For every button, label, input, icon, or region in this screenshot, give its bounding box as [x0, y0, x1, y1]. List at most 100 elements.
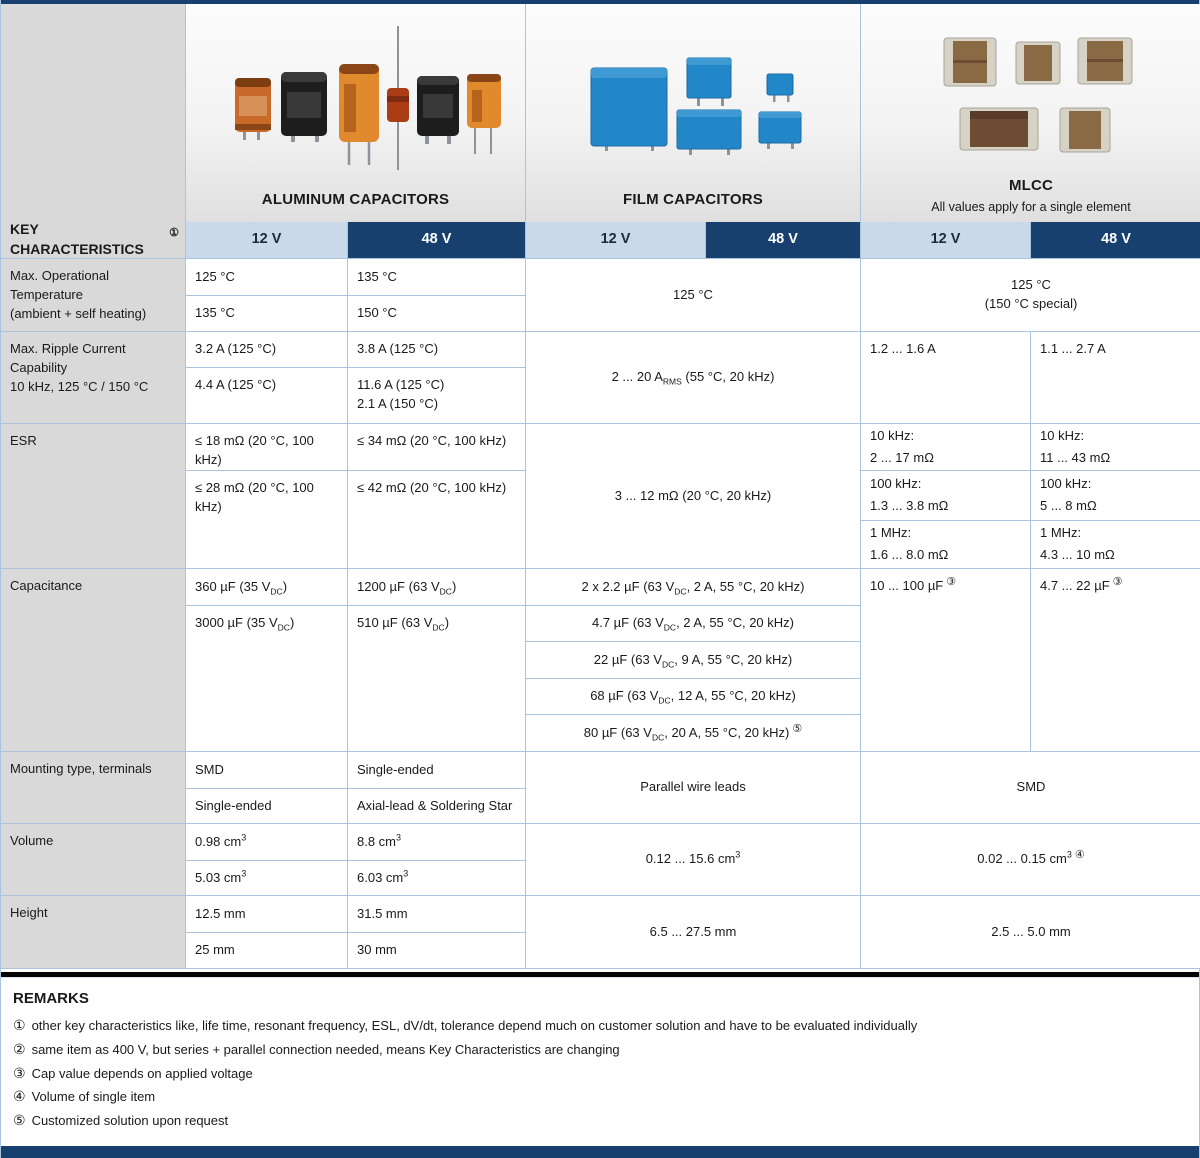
ripple-mlcc12-cell: 1.2 ... 1.6 A — [861, 332, 1030, 423]
temp-mlcc-cell: 125 °C (150 °C special) — [861, 259, 1200, 331]
mlcc-subtitle: All values apply for a single element — [931, 200, 1131, 214]
vol-film-cell: 0.12 ... 15.6 cm3 — [526, 824, 860, 895]
mount-al12-cell-1: SMD — [186, 752, 347, 788]
cap-al12-cell-2: 3000 µF (35 VDC) — [186, 606, 347, 751]
row-label-volume: Volume — [1, 824, 185, 895]
row-label-height: Height — [1, 896, 185, 968]
row-label-esr: ESR — [1, 424, 185, 568]
mount-mlcc-cell: SMD — [861, 752, 1200, 823]
ripple-al12-cell-2: 4.4 A (125 °C) — [186, 368, 347, 423]
height-al48-cell-2: 30 mm — [348, 933, 525, 968]
remark-item-3: ③ Cap value depends on applied voltage — [13, 1064, 253, 1081]
row-label-temperature: Max. Operational Temperature (ambient + s… — [1, 259, 185, 331]
vol-al48-cell-2: 6.03 cm3 — [348, 861, 525, 895]
height-al48-cell-1: 31.5 mm — [348, 896, 525, 932]
vol-al12-cell-2: 5.03 cm3 — [186, 861, 347, 895]
col-header-al-12v: 12 V — [186, 222, 347, 258]
col-header-mlcc-48v: 48 V — [1031, 222, 1200, 258]
cap-film-cell-1: 2 x 2.2 µF (63 VDC, 2 A, 55 °C, 20 kHz) — [526, 569, 860, 605]
note-3-ref: ③ — [1112, 576, 1123, 588]
temp-al48-cell-2: 150 °C — [348, 296, 525, 331]
height-al12-cell-1: 12.5 mm — [186, 896, 347, 932]
col-header-mlcc-12v: 12 V — [861, 222, 1030, 258]
height-al12-cell-2: 25 mm — [186, 933, 347, 968]
esr-al12-cell-1: ≤ 18 mΩ (20 °C, 100 kHz) — [186, 424, 347, 470]
row-label-ripple-current: Max. Ripple Current Capability 10 kHz, 12… — [1, 332, 185, 423]
vol-mlcc-cell: 0.02 ... 0.15 cm3 ④ — [861, 824, 1200, 895]
table-bottom-divider — [1, 972, 1199, 977]
cap-mlcc12-cell: 10 ... 100 µF ③ — [861, 569, 1030, 751]
height-film-cell: 6.5 ... 27.5 mm — [526, 896, 860, 968]
cap-film-cell-4: 68 µF (63 VDC, 12 A, 55 °C, 20 kHz) — [526, 679, 860, 714]
cap-al48-cell-1: 1200 µF (63 VDC) — [348, 569, 525, 605]
note-5-ref: ⑤ — [792, 722, 803, 735]
aluminum-title: ALUMINUM CAPACITORS — [261, 191, 450, 208]
cap-al48-cell-2: 510 µF (63 VDC) — [348, 606, 525, 751]
ripple-al12-cell-1: 3.2 A (125 °C) — [186, 332, 347, 367]
ripple-al48-cell-1: 3.8 A (125 °C) — [348, 332, 525, 367]
esr-mlcc48-1mhz: 1 MHz: 4.3 ... 10 mΩ — [1031, 521, 1200, 568]
mlcc-illustration — [943, 37, 1133, 152]
film-panel: FILM CAPACITORS — [526, 4, 860, 222]
photo-header-row: ALUMINUM CAPACITORS — [1, 4, 1200, 222]
remarks-title: REMARKS — [13, 990, 89, 1007]
remark-item-2: ② same item as 400 V, but series + parall… — [13, 1040, 620, 1057]
film-title: FILM CAPACITORS — [623, 191, 763, 208]
temp-al12-cell-1: 125 °C — [186, 259, 347, 295]
cap-mlcc48-cell: 4.7 ... 22 µF ③ — [1031, 569, 1200, 751]
temp-al12-cell-2: 135 °C — [186, 296, 347, 331]
cap-film-cell-5: 80 µF (63 VDC, 20 A, 55 °C, 20 kHz) ⑤ — [526, 715, 860, 751]
row-label-capacitance: Capacitance — [1, 569, 185, 751]
esr-mlcc48-100khz: 100 kHz: 5 ... 8 mΩ — [1031, 471, 1200, 520]
remark-item-5: ⑤ Customized solution upon request — [13, 1112, 229, 1129]
film-capacitors-photo — [526, 4, 860, 191]
note-1-ref: ① — [169, 227, 179, 240]
mlcc-photo — [861, 4, 1200, 177]
col-header-al-48v: 48 V — [348, 222, 525, 258]
ripple-mlcc48-cell: 1.1 ... 2.7 A — [1031, 332, 1200, 423]
ripple-al48-cell-2: 11.6 A (125 °C) 2.1 A (150 °C) — [348, 368, 525, 423]
top-border — [1, 0, 1199, 4]
esr-mlcc12-100khz: 100 kHz: 1.3 ... 3.8 mΩ — [861, 471, 1030, 520]
cap-al12-cell-1: 360 µF (35 VDC) — [186, 569, 347, 605]
remark-item-1: ① other key characteristics like, life ti… — [13, 1017, 918, 1033]
mount-al48-cell-2: Axial-lead & Soldering Star — [348, 789, 525, 823]
remarks-section: REMARKS ① other key characteristics like,… — [1, 977, 1199, 1146]
height-mlcc-cell: 2.5 ... 5.0 mm — [861, 896, 1200, 968]
esr-mlcc12-10khz: 10 kHz: 2 ... 17 mΩ — [861, 424, 1030, 470]
esr-al12-cell-2: ≤ 28 mΩ (20 °C, 100 kHz) — [186, 471, 347, 568]
vol-al48-cell-1: 8.8 cm3 — [348, 824, 525, 860]
esr-film-cell: 3 ... 12 mΩ (20 °C, 20 kHz) — [526, 424, 860, 568]
cap-film-cell-3: 22 µF (63 VDC, 9 A, 55 °C, 20 kHz) — [526, 642, 860, 678]
key-characteristics-label: KEY CHARACTERISTICS — [10, 220, 144, 257]
key-characteristics-header: KEY CHARACTERISTICS ① — [1, 220, 185, 258]
bottom-border — [1, 1145, 1199, 1158]
remark-item-4: ④ Volume of single item — [13, 1088, 156, 1105]
note-3-ref: ③ — [946, 576, 957, 588]
col-header-film-12v: 12 V — [526, 222, 705, 258]
temp-al48-cell-1: 135 °C — [348, 259, 525, 295]
esr-mlcc12-1mhz: 1 MHz: 1.6 ... 8.0 mΩ — [861, 521, 1030, 568]
aluminum-capacitors-photo — [186, 4, 525, 191]
characteristics-table: KEY CHARACTERISTICS ① 12 V 48 V 12 V 48 V… — [1, 220, 1200, 969]
cap-film-cell-2: 4.7 µF (63 VDC, 2 A, 55 °C, 20 kHz) — [526, 606, 860, 641]
vol-al12-cell-1: 0.98 cm3 — [186, 824, 347, 860]
row-label-mounting: Mounting type, terminals — [1, 752, 185, 823]
mount-al12-cell-2: Single-ended — [186, 789, 347, 823]
corner-cell — [1, 4, 185, 222]
mount-al48-cell-1: Single-ended — [348, 752, 525, 788]
mlcc-panel: MLCC All values apply for a single eleme… — [861, 4, 1200, 222]
temp-film-cell: 125 °C — [526, 259, 860, 331]
film-capacitors-illustration — [590, 57, 801, 155]
col-header-film-48v: 48 V — [706, 222, 860, 258]
esr-al48-cell-2: ≤ 42 mΩ (20 °C, 100 kHz) — [348, 471, 525, 568]
mount-film-cell: Parallel wire leads — [526, 752, 860, 823]
esr-al48-cell-1: ≤ 34 mΩ (20 °C, 100 kHz) — [348, 424, 525, 470]
note-4-ref: ④ — [1074, 849, 1085, 862]
ripple-film-cell: 2 ... 20 ARMS (55 °C, 20 kHz) — [526, 332, 860, 423]
aluminum-panel: ALUMINUM CAPACITORS — [186, 4, 525, 222]
mlcc-title: MLCC — [1008, 177, 1054, 194]
aluminum-capacitors-illustration — [234, 25, 501, 170]
esr-mlcc48-10khz: 10 kHz: 11 ... 43 mΩ — [1031, 424, 1200, 470]
